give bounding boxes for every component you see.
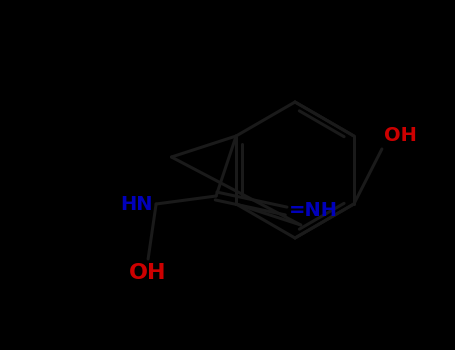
Text: OH: OH xyxy=(384,126,417,145)
Text: =NH: =NH xyxy=(289,202,338,220)
Text: OH: OH xyxy=(129,263,167,283)
Text: HN: HN xyxy=(121,195,153,214)
